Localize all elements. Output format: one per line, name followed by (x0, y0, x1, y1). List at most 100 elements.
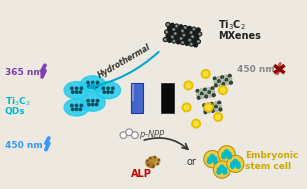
Ellipse shape (64, 82, 89, 99)
Circle shape (147, 164, 149, 166)
Circle shape (185, 27, 186, 28)
Circle shape (152, 166, 154, 168)
Circle shape (216, 115, 220, 119)
Circle shape (227, 155, 244, 172)
Circle shape (189, 31, 193, 34)
Circle shape (179, 36, 183, 40)
Circle shape (184, 37, 187, 41)
Circle shape (218, 80, 221, 83)
Circle shape (176, 28, 180, 32)
Circle shape (174, 33, 176, 34)
Circle shape (218, 101, 221, 104)
Circle shape (154, 158, 160, 164)
Circle shape (214, 102, 217, 105)
Circle shape (211, 106, 214, 109)
Text: Embryonic: Embryonic (245, 151, 298, 160)
Circle shape (175, 36, 179, 40)
Text: or: or (186, 157, 196, 167)
Circle shape (72, 91, 74, 93)
Circle shape (208, 110, 211, 113)
Circle shape (172, 39, 176, 43)
Circle shape (222, 152, 227, 156)
Circle shape (184, 81, 193, 90)
Circle shape (111, 91, 113, 93)
Circle shape (233, 159, 237, 163)
Circle shape (214, 113, 222, 121)
Circle shape (196, 90, 199, 92)
Text: stem cell: stem cell (245, 162, 291, 171)
Circle shape (189, 42, 193, 46)
Circle shape (172, 36, 173, 38)
Circle shape (207, 88, 210, 91)
Circle shape (200, 89, 203, 92)
Bar (132, 84, 134, 101)
Circle shape (217, 167, 222, 172)
Circle shape (88, 85, 90, 88)
Circle shape (71, 104, 73, 107)
Circle shape (213, 159, 217, 163)
Circle shape (165, 30, 169, 34)
Circle shape (203, 104, 206, 107)
Circle shape (229, 78, 232, 81)
Circle shape (163, 38, 167, 42)
Circle shape (219, 86, 227, 94)
Circle shape (192, 36, 193, 37)
Circle shape (188, 38, 192, 42)
Circle shape (204, 103, 213, 112)
Circle shape (91, 85, 94, 88)
Circle shape (95, 85, 98, 88)
Circle shape (150, 157, 156, 162)
Circle shape (219, 108, 222, 111)
Text: 365 nm: 365 nm (5, 68, 43, 77)
Circle shape (79, 91, 82, 93)
Circle shape (224, 75, 227, 78)
Circle shape (176, 25, 177, 27)
Circle shape (207, 107, 210, 110)
Circle shape (185, 30, 189, 34)
Circle shape (95, 103, 98, 106)
Circle shape (204, 150, 221, 168)
Circle shape (192, 27, 196, 31)
Circle shape (184, 105, 189, 110)
Circle shape (222, 83, 225, 85)
Circle shape (126, 129, 133, 136)
Circle shape (221, 76, 224, 79)
Circle shape (199, 33, 200, 35)
Circle shape (79, 108, 82, 111)
Circle shape (103, 91, 106, 93)
Circle shape (188, 26, 192, 30)
Circle shape (215, 105, 218, 108)
Circle shape (88, 103, 90, 106)
Circle shape (212, 90, 215, 93)
Circle shape (198, 32, 202, 36)
Circle shape (183, 34, 185, 36)
Circle shape (186, 34, 190, 38)
Circle shape (87, 81, 89, 84)
Circle shape (217, 76, 220, 79)
Circle shape (217, 170, 221, 174)
Circle shape (152, 159, 158, 165)
Circle shape (172, 28, 176, 31)
Circle shape (75, 104, 78, 107)
Circle shape (182, 33, 186, 37)
Circle shape (213, 77, 216, 80)
Circle shape (179, 25, 183, 29)
Circle shape (204, 111, 207, 114)
Circle shape (207, 103, 209, 106)
Circle shape (227, 155, 232, 159)
Circle shape (225, 150, 229, 154)
Circle shape (208, 91, 211, 94)
Circle shape (212, 94, 215, 97)
Circle shape (210, 155, 215, 159)
Circle shape (206, 105, 211, 110)
Circle shape (220, 165, 224, 169)
Circle shape (157, 163, 159, 165)
Circle shape (193, 28, 195, 30)
Circle shape (75, 108, 78, 111)
Circle shape (221, 79, 224, 82)
Circle shape (235, 162, 240, 166)
Circle shape (213, 161, 231, 178)
Circle shape (173, 40, 175, 42)
Circle shape (218, 105, 221, 108)
Circle shape (204, 92, 207, 94)
